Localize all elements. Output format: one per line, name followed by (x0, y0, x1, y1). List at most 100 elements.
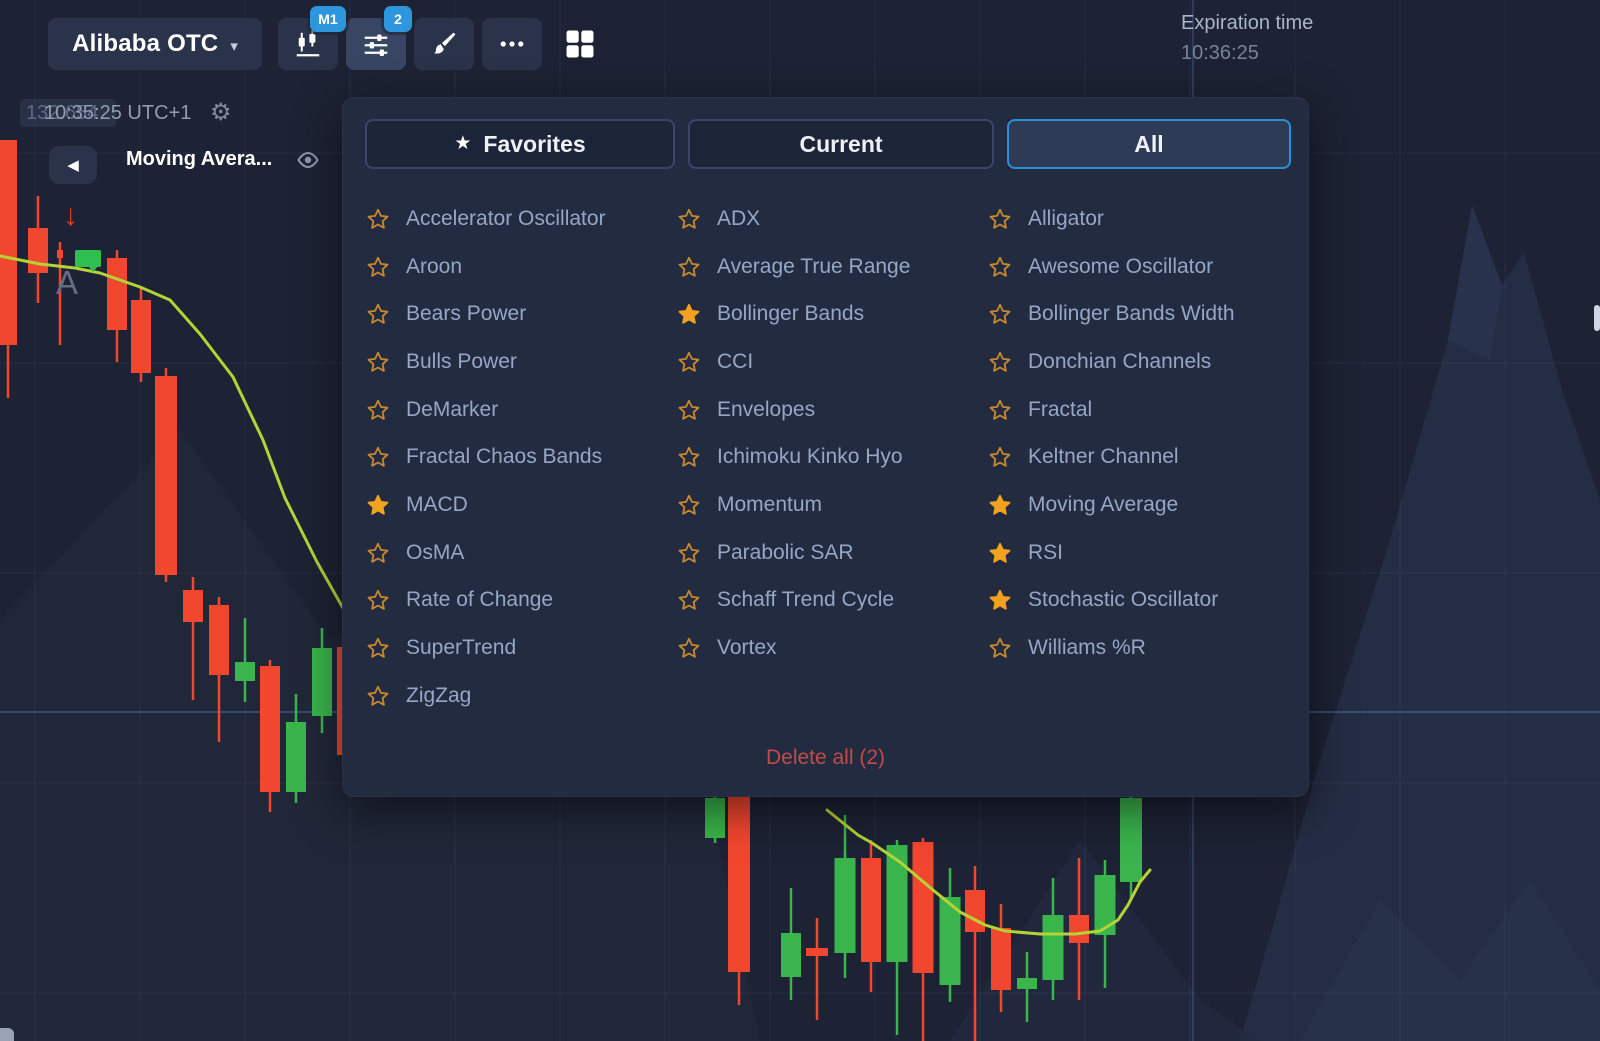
indicator-item[interactable]: Bollinger Bands Width (989, 290, 1297, 338)
favorite-star-outline-icon[interactable] (989, 446, 1011, 468)
bottom-left-widget-edge (0, 1028, 14, 1041)
indicator-item[interactable]: Stochastic Oscillator (989, 577, 1297, 625)
favorite-star-filled-icon[interactable] (989, 589, 1011, 611)
indicator-item[interactable]: Parabolic SAR (678, 529, 986, 577)
indicator-item[interactable]: MACD (367, 481, 675, 529)
favorite-star-outline-icon[interactable] (367, 399, 389, 421)
indicator-label: Bollinger Bands (717, 302, 865, 326)
indicator-count-badge: 2 (384, 6, 412, 32)
indicator-item[interactable]: Ichimoku Kinko Hyo (678, 433, 986, 481)
indicator-item[interactable]: Schaff Trend Cycle (678, 577, 986, 625)
favorite-star-filled-icon[interactable] (678, 303, 700, 325)
indicator-label: Bulls Power (406, 349, 517, 373)
indicator-item[interactable]: Vortex (678, 624, 986, 672)
indicator-label: Momentum (717, 492, 823, 516)
favorite-star-outline-icon[interactable] (989, 637, 1011, 659)
indicator-item[interactable]: Envelopes (678, 386, 986, 434)
indicator-label: Envelopes (717, 397, 816, 421)
tab-all[interactable]: All (1007, 119, 1291, 169)
favorite-star-outline-icon[interactable] (367, 303, 389, 325)
favorite-star-outline-icon[interactable] (678, 637, 700, 659)
favorite-star-filled-icon[interactable] (989, 494, 1011, 516)
indicator-item[interactable]: CCI (678, 338, 986, 386)
grid-icon (566, 30, 594, 58)
chevron-down-icon: ▾ (230, 37, 238, 55)
favorite-star-outline-icon[interactable] (989, 256, 1011, 278)
indicator-item[interactable]: Rate of Change (367, 577, 675, 625)
favorite-star-outline-icon[interactable] (678, 494, 700, 516)
tab-current[interactable]: Current (688, 119, 994, 169)
indicator-label: OsMA (406, 540, 465, 564)
indicator-label: Bollinger Bands Width (1028, 302, 1235, 326)
asset-selector-button[interactable]: Alibaba OTC ▾ (48, 18, 262, 70)
favorite-star-outline-icon[interactable] (367, 208, 389, 230)
indicator-item[interactable]: Bulls Power (367, 338, 675, 386)
favorite-star-outline-icon[interactable] (678, 208, 700, 230)
settings-gear-icon[interactable]: ⚙ (210, 99, 232, 126)
favorite-star-filled-icon[interactable] (989, 542, 1011, 564)
favorite-star-outline-icon[interactable] (678, 399, 700, 421)
visibility-eye-icon[interactable] (296, 150, 320, 175)
favorite-star-outline-icon[interactable] (678, 589, 700, 611)
collapse-indicator-button[interactable]: ◀ (49, 146, 97, 184)
indicator-item[interactable]: SuperTrend (367, 624, 675, 672)
layout-grid-button[interactable] (550, 18, 610, 70)
indicator-item[interactable]: Fractal (989, 386, 1297, 434)
favorite-star-outline-icon[interactable] (678, 256, 700, 278)
indicator-item[interactable]: Average True Range (678, 243, 986, 291)
delete-all-button[interactable]: Delete all (2) (765, 746, 886, 769)
favorite-star-outline-icon[interactable] (367, 542, 389, 564)
favorite-star-outline-icon[interactable] (367, 256, 389, 278)
favorite-star-outline-icon[interactable] (989, 351, 1011, 373)
price-tag-background (20, 99, 116, 127)
indicator-label: Alligator (1028, 206, 1104, 230)
timeframe-badge: M1 (310, 6, 346, 32)
indicator-item[interactable]: DeMarker (367, 386, 675, 434)
chart-clock: 10:35:25 UTC+1 (44, 102, 192, 124)
indicator-label: Williams %R (1028, 636, 1146, 660)
indicator-label: SuperTrend (406, 636, 517, 660)
favorite-star-outline-icon[interactable] (367, 589, 389, 611)
ellipsis-icon (500, 41, 524, 47)
indicator-item[interactable]: Aroon (367, 243, 675, 291)
tab-favorites[interactable]: ★ Favorites (365, 119, 675, 169)
favorite-star-filled-icon[interactable] (367, 494, 389, 516)
indicator-item[interactable]: ADX (678, 195, 986, 243)
favorite-star-outline-icon[interactable] (678, 446, 700, 468)
indicator-item[interactable]: Fractal Chaos Bands (367, 433, 675, 481)
indicator-item[interactable]: Bollinger Bands (678, 290, 986, 338)
indicator-item[interactable]: Accelerator Oscillator (367, 195, 675, 243)
favorite-star-outline-icon[interactable] (367, 446, 389, 468)
indicator-item[interactable]: Alligator (989, 195, 1297, 243)
indicator-item[interactable]: OsMA (367, 529, 675, 577)
indicator-item[interactable]: Williams %R (989, 624, 1297, 672)
favorite-star-outline-icon[interactable] (367, 637, 389, 659)
indicator-label: Awesome Oscillator (1028, 254, 1214, 278)
indicator-item[interactable]: Momentum (678, 481, 986, 529)
indicator-item[interactable]: Awesome Oscillator (989, 243, 1297, 291)
indicator-item[interactable]: Bears Power (367, 290, 675, 338)
favorite-star-outline-icon[interactable] (989, 208, 1011, 230)
sell-arrow-icon: ↓ (63, 199, 78, 232)
favorite-star-outline-icon[interactable] (989, 399, 1011, 421)
more-options-button[interactable] (482, 18, 542, 70)
favorite-star-outline-icon[interactable] (367, 351, 389, 373)
drawing-tools-button[interactable] (414, 18, 474, 70)
moving-average-line (0, 254, 1152, 936)
indicators-panel: ★ Favorites Current All Accelerator Osci… (342, 97, 1309, 797)
indicator-item[interactable]: Moving Average (989, 481, 1297, 529)
favorite-star-outline-icon[interactable] (989, 303, 1011, 325)
favorite-star-outline-icon[interactable] (367, 685, 389, 707)
scrollbar-thumb[interactable] (1594, 305, 1600, 331)
indicator-label: Bears Power (406, 302, 527, 326)
indicator-item[interactable]: RSI (989, 529, 1297, 577)
indicator-item[interactable]: ZigZag (367, 672, 675, 720)
favorite-star-outline-icon[interactable] (678, 542, 700, 564)
favorite-star-outline-icon[interactable] (678, 351, 700, 373)
indicator-label: Fractal Chaos Bands (406, 445, 603, 469)
indicator-item[interactable]: Keltner Channel (989, 433, 1297, 481)
indicator-label: Fractal (1028, 397, 1093, 421)
indicator-item[interactable]: Donchian Channels (989, 338, 1297, 386)
tab-label: Current (799, 130, 883, 157)
annotation-letter: A (56, 264, 79, 301)
